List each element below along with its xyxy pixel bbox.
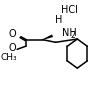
Text: 2: 2 [70,31,75,40]
Text: O: O [8,29,16,39]
Text: HCl: HCl [61,5,78,15]
Polygon shape [42,34,53,40]
Text: H: H [55,15,62,25]
Text: CH₃: CH₃ [0,53,17,62]
Text: NH: NH [62,28,77,38]
Text: O: O [8,43,16,53]
